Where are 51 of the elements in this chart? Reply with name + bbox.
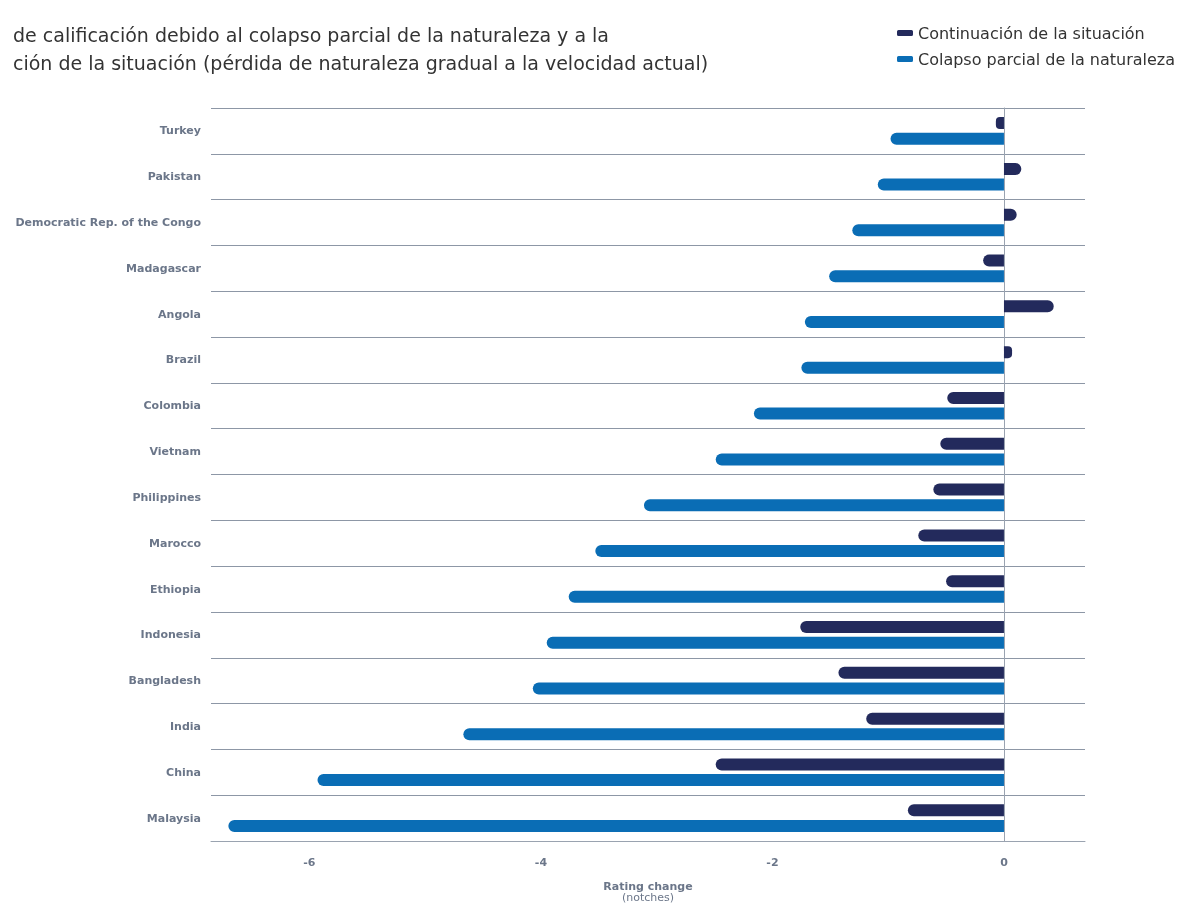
- bar: [838, 666, 1004, 679]
- y-tick-label: Pakistan: [147, 170, 201, 184]
- y-tick-label: Malaysia: [146, 811, 201, 825]
- bar: [532, 682, 1004, 695]
- bar: [907, 804, 1004, 817]
- y-tick-label: Marocco: [149, 536, 202, 550]
- bar: [715, 453, 1004, 466]
- y-tick-label: India: [170, 719, 201, 733]
- x-tick-label: -6: [303, 856, 316, 869]
- bar: [947, 391, 1004, 404]
- y-tick-label: China: [166, 765, 201, 779]
- y-tick-label: Philippines: [132, 490, 202, 504]
- bar: [890, 132, 1004, 145]
- bar: [918, 529, 1004, 542]
- x-tick-label: -4: [534, 856, 548, 869]
- bar: [317, 774, 1004, 787]
- chart-title: de calificación debido al colapso parcial de la naturaleza y a la ción de la situación (pérdida de naturaleza gradual a la velocidad actual): [13, 24, 709, 74]
- bar: [801, 361, 1004, 374]
- bar: [852, 224, 1004, 237]
- y-tick-label: Ethiopia: [150, 582, 201, 596]
- y-tick-label: Madagascar: [126, 261, 202, 275]
- bar: [228, 819, 1004, 832]
- bar: [753, 407, 1004, 420]
- bar: [800, 621, 1004, 634]
- x-tick-label: -2: [766, 856, 779, 869]
- y-tick-label: Brazil: [165, 353, 201, 367]
- bar: [643, 499, 1004, 512]
- bar: [933, 483, 1004, 496]
- y-tick-label: Indonesia: [140, 628, 201, 642]
- x-axis-title: Rating change (notches): [603, 880, 693, 904]
- y-tick-label: Bangladesh: [128, 674, 201, 688]
- bar: [568, 590, 1004, 603]
- y-tick-label: Turkey: [159, 124, 201, 138]
- bar: [715, 758, 1004, 771]
- bar: [463, 728, 1004, 741]
- y-tick-label: Vietnam: [149, 445, 201, 459]
- y-tick-label: Democratic Rep. of the Congo: [15, 216, 202, 230]
- y-tick-label: Colombia: [143, 399, 201, 413]
- bar: [940, 437, 1004, 450]
- bar: [1003, 300, 1054, 313]
- y-tick-label: Angola: [158, 307, 201, 321]
- x-tick-label: 0: [1000, 856, 1009, 869]
- bar: [866, 712, 1004, 725]
- bar: [877, 178, 1004, 191]
- legend-label: Continuación de la situación: [918, 23, 1145, 43]
- bar: [595, 545, 1004, 558]
- bar: [946, 575, 1004, 588]
- bar: [829, 270, 1004, 283]
- legend-label: Colapso parcial de la naturaleza: [918, 49, 1175, 69]
- bar: [804, 315, 1004, 328]
- bar: [546, 636, 1004, 649]
